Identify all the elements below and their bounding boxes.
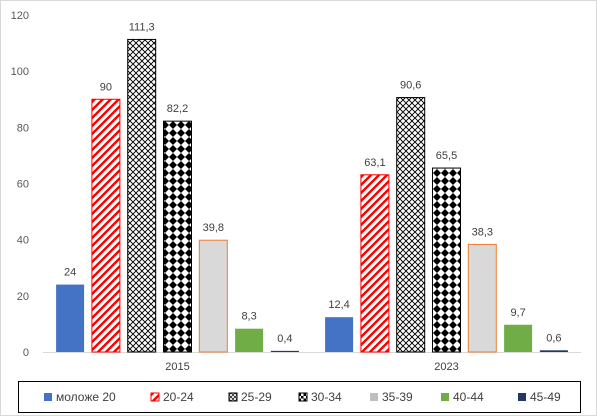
data-label: 38,3: [472, 226, 493, 238]
data-label: 9,7: [510, 307, 525, 319]
bar: [432, 167, 461, 353]
data-labels-layer: 24 90 111,3 82,2 39,8 8,3 0,4 12,4 63,1 90,6 65,5 3…: [64, 21, 562, 344]
bar: [504, 324, 533, 352]
bar: [539, 350, 568, 352]
legend-swatch: [298, 392, 308, 402]
x-tick-label: 2023: [434, 361, 458, 373]
data-label: 24: [64, 267, 76, 279]
data-label: 0,6: [546, 332, 561, 344]
legend-label: 20-24: [163, 390, 194, 404]
legend-swatch: [150, 392, 160, 402]
y-tick-label: 20: [17, 291, 29, 303]
bar: [360, 174, 390, 353]
y-tick-label: 100: [11, 66, 29, 78]
data-label: 0,4: [277, 333, 292, 345]
bar: [467, 243, 497, 353]
legend-label: 30-34: [311, 390, 342, 404]
data-label: 111,3: [129, 21, 155, 33]
data-label: 8,3: [241, 311, 256, 323]
data-label: 65,5: [436, 150, 457, 162]
bar: [325, 317, 354, 352]
bars-layer: [56, 38, 568, 353]
y-tick-label: 80: [17, 122, 29, 134]
bar: [396, 97, 426, 353]
data-label: 39,8: [203, 222, 224, 234]
data-label: 90,6: [400, 80, 421, 92]
bar: [270, 350, 299, 352]
legend-swatch: [370, 393, 378, 401]
bar: [163, 120, 192, 353]
y-tick-label: 60: [17, 179, 29, 191]
legend-label: 25-29: [241, 390, 272, 404]
legend-swatch: [228, 392, 238, 402]
legend-label: 45-49: [530, 390, 561, 404]
bar: [235, 328, 264, 352]
bar: [56, 284, 85, 352]
y-tick-label: 120: [11, 10, 29, 22]
legend-label: 35-39: [382, 390, 413, 404]
legend-swatch: [441, 393, 449, 401]
legend-label: моложе 20: [56, 390, 116, 404]
data-label: 90: [100, 81, 112, 93]
data-label: 12,4: [328, 299, 349, 311]
legend-label: 40-44: [453, 390, 484, 404]
y-tick-label: 40: [17, 235, 29, 247]
bar: [198, 239, 228, 353]
data-label: 63,1: [364, 157, 385, 169]
y-tick-label: 0: [23, 347, 29, 359]
legend: моложе 20 20-24 25-29 30-34 35-39 40-44 45-49: [18, 381, 581, 413]
legend-swatch: [44, 393, 52, 401]
bar: [91, 98, 121, 353]
bar: [127, 38, 157, 353]
legend-swatch: [518, 393, 526, 401]
axis-layer: 0 20 40 60 80 100 120 2015 2023: [11, 10, 581, 373]
data-label: 82,2: [167, 103, 188, 115]
x-tick-label: 2015: [165, 361, 189, 373]
